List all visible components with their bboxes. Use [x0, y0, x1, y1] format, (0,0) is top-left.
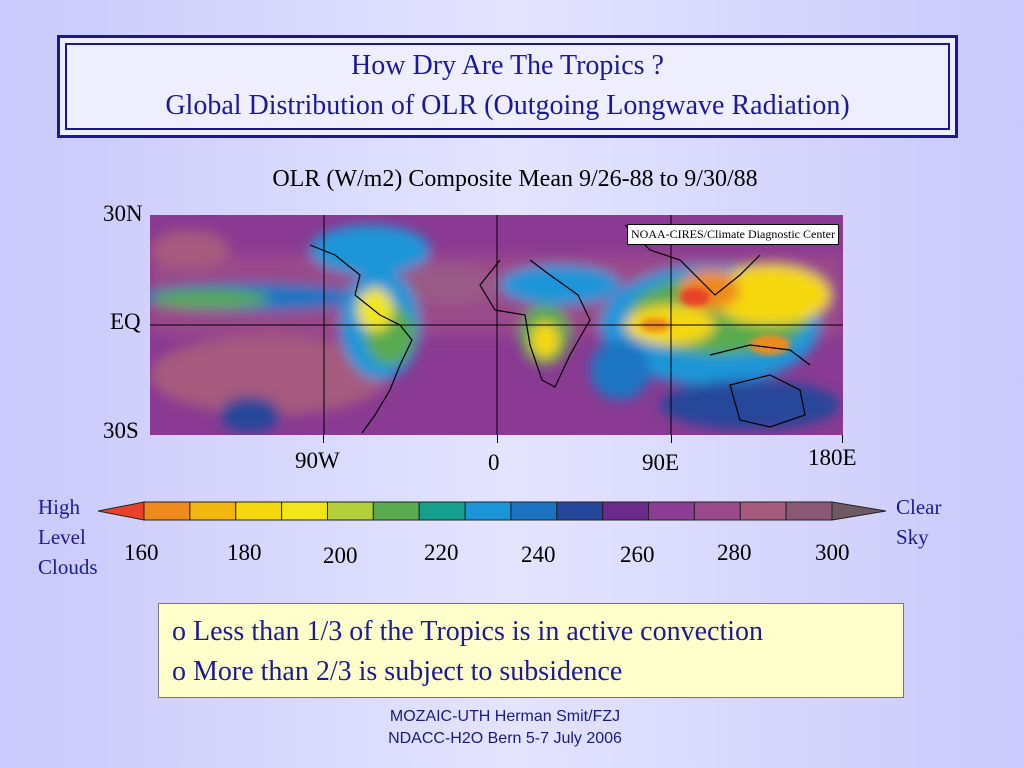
lat-label-30s: 30S — [103, 418, 139, 443]
colorbar-swatch — [189, 501, 237, 521]
title-box: How Dry Are The Tropics ? Global Distrib… — [57, 35, 958, 138]
colorbar-tick-260: 260 — [620, 542, 655, 567]
slide-subtitle: Global Distribution of OLR (Outgoing Lon… — [165, 90, 850, 121]
olr-map-image — [150, 215, 843, 435]
colorbar-tick-240: 240 — [521, 542, 556, 567]
colorbar-left-arrow — [97, 501, 145, 521]
colorbar-swatch — [648, 501, 695, 521]
colorbar-tick-220: 220 — [424, 540, 459, 565]
lon-label-90w: 90W — [295, 448, 340, 473]
colorbar-swatch — [693, 501, 741, 521]
colorbar-right-label: Clear Sky — [896, 495, 942, 549]
colorbar-swatch — [739, 501, 787, 521]
colorbar-swatch — [143, 501, 191, 521]
bullet-item: o More than 2/3 is subject to subsidence — [172, 656, 623, 687]
lat-label-eq: EQ — [110, 309, 141, 334]
lon-tick-0 — [497, 435, 498, 443]
olr-map: NOAA-CIRES/Climate Diagnostic Center — [150, 215, 843, 435]
map-title: OLR (W/m2) Composite Mean 9/26-88 to 9/3… — [272, 166, 758, 192]
lon-label-180e: 180E — [808, 445, 857, 470]
colorbar-swatch — [556, 501, 604, 521]
colorbar-tick-300: 300 — [815, 540, 850, 565]
lon-tick-180e — [842, 435, 843, 443]
footer-line-1: MOZAIC-UTH Herman Smit/FZJ — [389, 708, 621, 725]
colorbar-tick-180: 180 — [227, 540, 262, 565]
colorbar-swatch — [281, 501, 328, 521]
colorbar-tick-280: 280 — [717, 540, 752, 565]
colorbar-swatch — [785, 501, 833, 521]
slide-title: How Dry Are The Tropics ? — [351, 50, 664, 81]
colorbar-tick-160: 160 — [124, 540, 159, 565]
footer-line-2: NDACC-H2O Bern 5-7 July 2006 — [388, 730, 622, 747]
colorbar-swatch — [602, 501, 650, 521]
bullet-box: o Less than 1/3 of the Tropics is in act… — [158, 603, 904, 698]
colorbar-swatch — [464, 501, 512, 521]
lat-label-30n: 30N — [103, 201, 143, 226]
colorbar-right-arrow — [831, 501, 887, 521]
colorbar — [97, 501, 887, 521]
bullet-item: o Less than 1/3 of the Tropics is in act… — [172, 616, 764, 647]
colorbar-swatch — [235, 501, 283, 521]
map-credit: NOAA-CIRES/Climate Diagnostic Center — [627, 224, 839, 245]
lon-label-0: 0 — [488, 450, 500, 475]
colorbar-swatch — [510, 501, 558, 521]
colorbar-left-label: High Level Clouds — [38, 495, 98, 579]
colorbar-swatch — [326, 501, 374, 521]
footer: MOZAIC-UTH Herman Smit/FZJ NDACC-H2O Ber… — [270, 706, 740, 750]
lon-tick-90w — [323, 435, 324, 443]
lon-label-90e: 90E — [642, 450, 680, 475]
colorbar-swatch — [372, 501, 420, 521]
lon-tick-90e — [671, 435, 672, 443]
colorbar-tick-200: 200 — [323, 543, 358, 568]
colorbar-swatch — [418, 501, 466, 521]
